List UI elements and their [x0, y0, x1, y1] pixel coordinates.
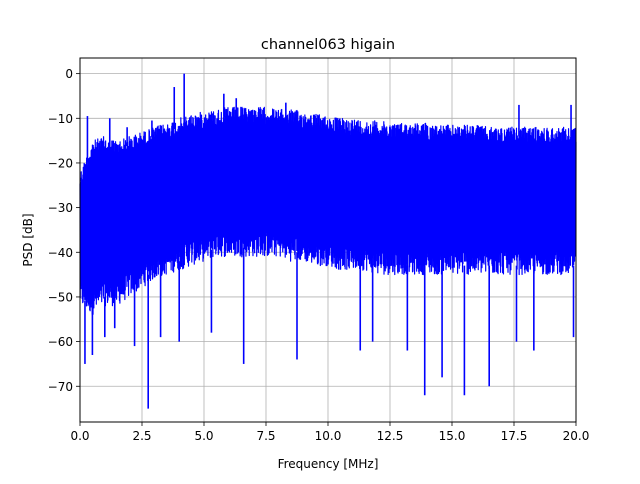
y-tick-label: −70: [48, 380, 73, 394]
y-tick-label: −40: [48, 246, 73, 260]
x-tick-label: 20.0: [563, 429, 590, 443]
y-axis-ticks: 0 −10 −20 −30 −40 −50 −60 −70: [48, 67, 80, 394]
chart-title: channel063 higain: [261, 37, 395, 53]
x-axis-ticks: 0.0 2.5 5.0 7.5 10.0 12.5 15.0 17.5 20.0: [70, 422, 589, 443]
y-axis-label: PSD [dB]: [21, 213, 35, 266]
x-tick-label: 17.5: [501, 429, 528, 443]
y-tick-label: −30: [48, 201, 73, 215]
x-axis-label: Frequency [MHz]: [278, 457, 379, 471]
x-tick-label: 7.5: [256, 429, 275, 443]
x-tick-label: 2.5: [132, 429, 151, 443]
x-tick-label: 12.5: [377, 429, 404, 443]
x-tick-label: 0.0: [70, 429, 89, 443]
psd-line: [79, 106, 577, 315]
y-tick-label: −10: [48, 112, 73, 126]
y-tick-label: 0: [65, 67, 73, 81]
x-tick-label: 5.0: [194, 429, 213, 443]
x-tick-label: 15.0: [439, 429, 466, 443]
y-tick-label: −50: [48, 290, 73, 304]
x-tick-label: 10.0: [315, 429, 342, 443]
y-tick-label: −20: [48, 156, 73, 170]
y-tick-label: −60: [48, 335, 73, 349]
psd-trace: [79, 73, 577, 409]
